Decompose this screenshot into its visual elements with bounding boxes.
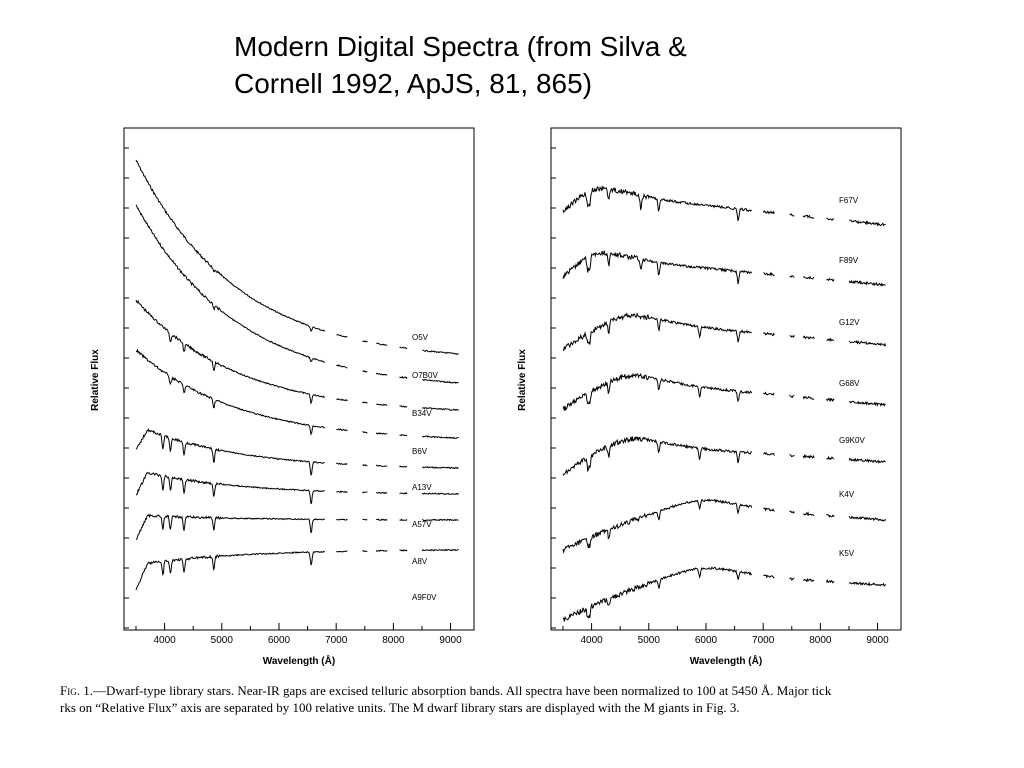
x-axis-label: Wavelength (Å) bbox=[690, 654, 762, 667]
plot-frame bbox=[123, 127, 475, 631]
spectrum-label-G68V: G68V bbox=[839, 379, 860, 388]
x-tick-label: 4000 bbox=[580, 635, 603, 646]
spectrum-O7B0V bbox=[135, 204, 459, 384]
spectrum-label-A9F0V: A9F0V bbox=[412, 593, 437, 602]
spectrum-label-B34V: B34V bbox=[412, 409, 432, 418]
spectrum-K5V bbox=[562, 566, 887, 622]
caption-line-1: Fig. 1.—Dwarf-type library stars. Near-I… bbox=[60, 682, 1020, 699]
spectrum-label-K4V: K4V bbox=[839, 490, 855, 499]
x-tick-label: 7000 bbox=[752, 635, 775, 646]
spectra-panel-1: 4000 5000 6000 7000 8000 9000 Wavelength (Å) Re… bbox=[90, 127, 475, 667]
spectrum-label-G9K0V: G9K0V bbox=[839, 436, 865, 445]
x-tick-label: 4000 bbox=[153, 635, 176, 646]
spectrum-label-K5V: K5V bbox=[839, 549, 855, 558]
spectrum-label-A13V: A13V bbox=[412, 483, 432, 492]
spectrum-label-A8V: A8V bbox=[412, 557, 428, 566]
spectrum-label-B6V: B6V bbox=[412, 447, 428, 456]
spectrum-B34V bbox=[135, 299, 459, 411]
x-tick-label: 8000 bbox=[809, 635, 832, 646]
plot-frame bbox=[550, 127, 902, 631]
spectra-panel-2: 4000 5000 6000 7000 8000 9000 Wavelength (Å) Re… bbox=[517, 127, 902, 667]
x-tick-label: 6000 bbox=[268, 635, 291, 646]
slide-title-line-1: Modern Digital Spectra (from Silva & bbox=[234, 31, 687, 62]
spectrum-G12V bbox=[562, 312, 887, 352]
figure-caption: Fig. 1.—Dwarf-type library stars. Near-I… bbox=[60, 682, 1020, 716]
spectrum-label-A57V: A57V bbox=[412, 520, 432, 529]
spectrum-G68V bbox=[562, 372, 886, 411]
spectrum-F67V bbox=[562, 185, 886, 227]
spectrum-K4V bbox=[562, 498, 887, 554]
x-tick-label: 9000 bbox=[866, 635, 889, 646]
spectra-figure: 4000 5000 6000 7000 8000 9000 Wavelength (Å) Re… bbox=[90, 127, 902, 667]
x-tick-label: 5000 bbox=[638, 635, 661, 646]
spectrum-label-O5V: O5V bbox=[412, 333, 429, 342]
y-axis-label: Relative Flux bbox=[90, 349, 101, 411]
caption-line-2: rks on “Relative Flux” axis are separate… bbox=[60, 700, 740, 715]
spectrum-F89V bbox=[562, 250, 886, 287]
spectrum-G9K0V bbox=[562, 436, 886, 476]
spectrum-label-O7B0V: O7B0V bbox=[412, 371, 438, 380]
spectrum-A9F0V bbox=[135, 548, 459, 591]
x-tick-label: 6000 bbox=[695, 635, 718, 646]
spectrum-O5V bbox=[135, 159, 459, 355]
x-axis-label: Wavelength (Å) bbox=[263, 654, 335, 667]
x-tick-label: 8000 bbox=[382, 635, 405, 646]
x-tick-label: 9000 bbox=[439, 635, 462, 646]
spectrum-A8V bbox=[135, 513, 459, 540]
x-tick-label: 5000 bbox=[211, 635, 234, 646]
spectrum-label-F67V: F67V bbox=[839, 196, 859, 205]
y-axis-label: Relative Flux bbox=[517, 349, 528, 411]
spectrum-A13V bbox=[135, 427, 459, 476]
slide-title: Modern Digital Spectra (from Silva & Cor… bbox=[234, 28, 854, 102]
caption-fig-label: Fig. bbox=[60, 683, 80, 698]
spectrum-A57V bbox=[136, 471, 459, 505]
slide-title-line-2: Cornell 1992, ApJS, 81, 865) bbox=[234, 68, 593, 99]
spectrum-label-G12V: G12V bbox=[839, 318, 860, 327]
spectrum-B6V bbox=[135, 348, 459, 439]
x-tick-label: 7000 bbox=[325, 635, 348, 646]
spectrum-label-F89V: F89V bbox=[839, 256, 859, 265]
caption-line-1-text: 1.—Dwarf-type library stars. Near-IR gap… bbox=[83, 683, 832, 698]
